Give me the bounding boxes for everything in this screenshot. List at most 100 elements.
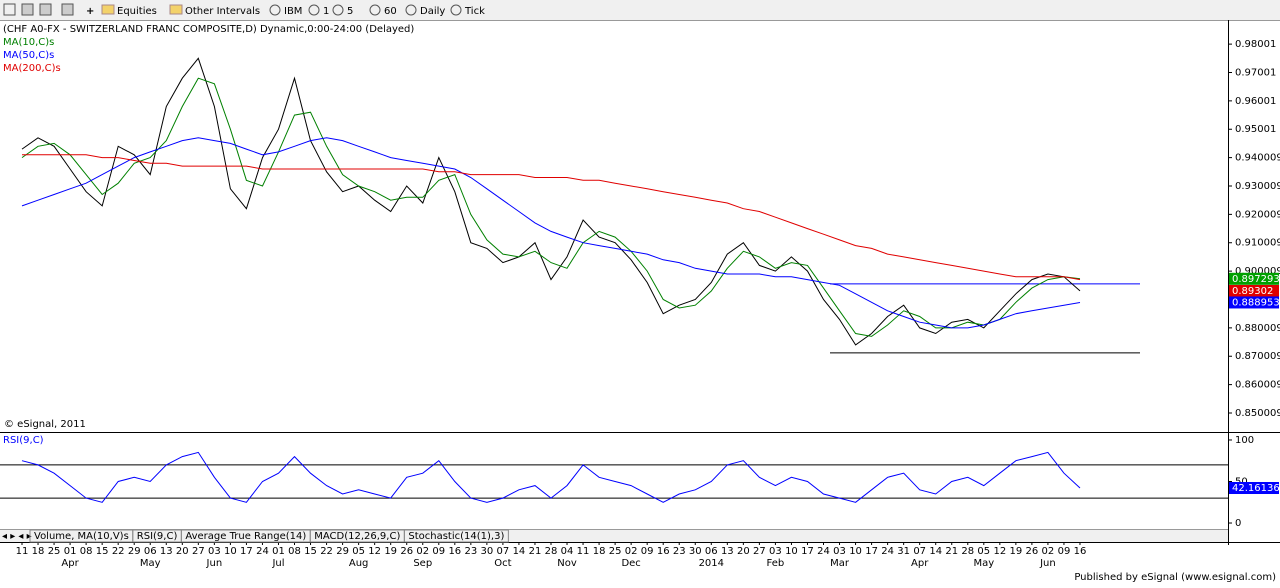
x-group-label: 2014 — [699, 558, 724, 569]
x-tick-label: 02 — [1042, 546, 1055, 557]
x-group-label: Feb — [767, 558, 785, 569]
x-tick-label: 09 — [432, 546, 445, 557]
x-group-label: Jun — [1039, 558, 1056, 569]
x-tick-label: 29 — [128, 546, 141, 557]
toolbar-item[interactable]: Tick — [464, 6, 485, 17]
x-tick-label: 18 — [32, 546, 45, 557]
last-value-box — [1229, 296, 1279, 309]
icon — [269, 4, 281, 16]
x-tick-label: 24 — [817, 546, 830, 557]
icon — [405, 4, 417, 16]
y-tick-label: 0.880009 — [1235, 323, 1280, 334]
watermark: © eSignal, 2011 — [4, 419, 86, 430]
x-tick-label: 25 — [609, 546, 622, 557]
x-tick-label: 13 — [160, 546, 173, 557]
x-tick-label: 08 — [80, 546, 93, 557]
last-value-box — [1229, 272, 1279, 285]
x-group-label: May — [973, 558, 994, 569]
x-tick-label: 15 — [96, 546, 109, 557]
x-tick-label: 03 — [769, 546, 782, 557]
x-tick-label: 11 — [577, 546, 590, 557]
tab[interactable]: RSI(9,C) — [137, 531, 178, 542]
x-tick-label: 26 — [1026, 546, 1039, 557]
y-tick-label: 0.98001 — [1235, 39, 1276, 50]
series-line — [21, 137, 1081, 329]
x-tick-label: 22 — [112, 546, 125, 557]
folder-icon — [169, 4, 183, 15]
x-tick-label: 28 — [545, 546, 558, 557]
x-tick-label: 31 — [897, 546, 910, 557]
y-tick-label: 100 — [1235, 435, 1254, 446]
arrow[interactable]: ◂ ▸ ◂ ▸ — [2, 531, 32, 542]
x-tick-label: 28 — [961, 546, 974, 557]
x-tick-label: 07 — [497, 546, 510, 557]
toolbar-item[interactable]: Other Intervals — [185, 6, 260, 17]
x-tick-label: 23 — [673, 546, 686, 557]
y-tick-label: 0.97001 — [1235, 67, 1276, 78]
series-line — [21, 451, 1081, 503]
chart-title: (CHF A0-FX - SWITZERLAND FRANC COMPOSITE… — [3, 24, 414, 35]
x-group-label: Oct — [494, 558, 511, 569]
toolbar-item[interactable]: Equities — [117, 6, 157, 17]
toolbar-item[interactable]: IBM — [284, 6, 302, 17]
tab[interactable]: Average True Range(14) — [185, 531, 306, 542]
x-tick-label: 02 — [416, 546, 429, 557]
icon — [450, 4, 462, 16]
x-tick-label: 20 — [176, 546, 189, 557]
y-tick-label: 0.870009 — [1235, 351, 1280, 362]
toolbar-item[interactable]: 60 — [384, 6, 397, 17]
y-tick-label: 50 — [1235, 476, 1248, 487]
toolbar-item[interactable]: 5 — [347, 6, 353, 17]
x-tick-label: 02 — [625, 546, 638, 557]
x-tick-label: 10 — [849, 546, 862, 557]
icon[interactable] — [39, 3, 52, 16]
last-value-label: 42.16136 — [1232, 483, 1280, 494]
x-tick-label: 04 — [561, 546, 574, 557]
x-tick-label: 06 — [144, 546, 157, 557]
plus[interactable]: + — [86, 6, 94, 17]
x-tick-label: 19 — [384, 546, 397, 557]
x-tick-label: 03 — [208, 546, 221, 557]
last-value-box — [1229, 284, 1279, 297]
x-tick-label: 01 — [272, 546, 285, 557]
last-value-label: 0.888953 — [1232, 297, 1280, 308]
x-tick-label: 01 — [64, 546, 77, 557]
tab[interactable]: MACD(12,26,9,C) — [314, 531, 400, 542]
x-tick-label: 24 — [256, 546, 269, 557]
x-tick-label: 27 — [753, 546, 766, 557]
x-group-label: Jun — [206, 558, 223, 569]
toolbar — [0, 0, 1280, 20]
tab[interactable]: Stochastic(14(1),3) — [408, 531, 504, 542]
x-group-label: Sep — [413, 558, 432, 569]
icon[interactable] — [21, 3, 34, 16]
x-tick-label: 20 — [737, 546, 750, 557]
x-tick-label: 10 — [224, 546, 237, 557]
x-tick-label: 08 — [288, 546, 301, 557]
x-tick-label: 07 — [913, 546, 926, 557]
x-tick-label: 26 — [400, 546, 413, 557]
x-tick-label: 10 — [785, 546, 798, 557]
y-tick-label: 0.96001 — [1235, 96, 1276, 107]
last-value-label: 0.897293 — [1232, 274, 1280, 285]
tab[interactable]: Volume, MA(10,V)s — [34, 531, 129, 542]
x-tick-label: 06 — [705, 546, 718, 557]
toolbar-item[interactable]: 1 — [323, 6, 329, 17]
x-tick-label: 12 — [368, 546, 381, 557]
legend-entry: MA(50,C)s — [3, 50, 54, 61]
y-tick-label: 0.850009 — [1235, 408, 1280, 419]
y-tick-label: 0.95001 — [1235, 124, 1276, 135]
x-tick-label: 14 — [513, 546, 526, 557]
legend-entry: MA(10,C)s — [3, 37, 54, 48]
x-tick-label: 17 — [865, 546, 878, 557]
x-tick-label: 29 — [336, 546, 349, 557]
panel-title: RSI(9,C) — [3, 435, 44, 446]
icon[interactable] — [3, 3, 16, 16]
x-tick-label: 11 — [16, 546, 29, 557]
x-tick-label: 05 — [977, 546, 990, 557]
icon[interactable] — [61, 3, 74, 16]
y-tick-label: 0.910009 — [1235, 238, 1280, 249]
x-tick-label: 30 — [481, 546, 494, 557]
toolbar-item[interactable]: Daily — [420, 6, 445, 17]
x-tick-label: 23 — [464, 546, 477, 557]
